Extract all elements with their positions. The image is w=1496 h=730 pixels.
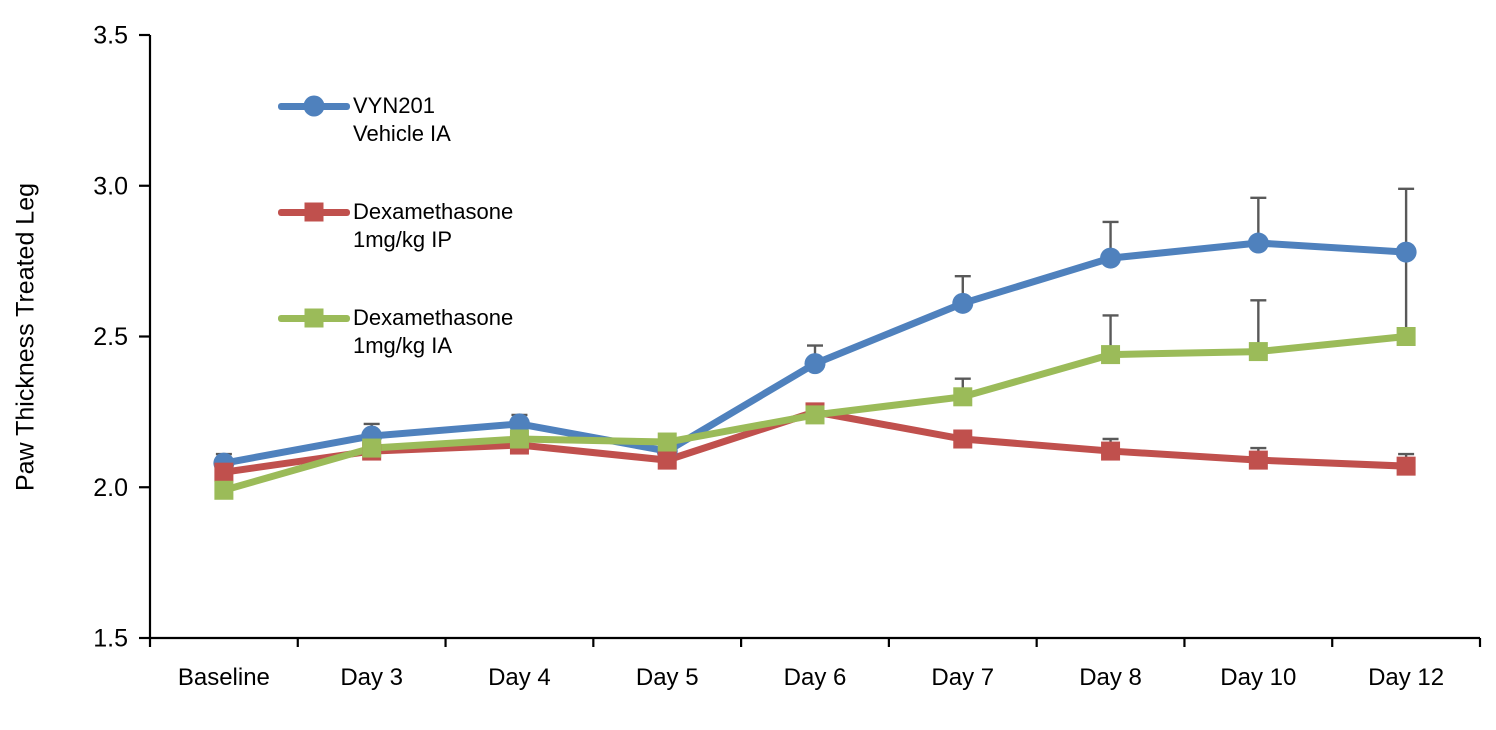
legend-swatch: [278, 92, 350, 120]
data-point-square: [805, 405, 825, 425]
x-tick-label: Day 8: [1079, 664, 1142, 691]
legend-swatch: [278, 198, 350, 226]
data-point-square: [214, 462, 234, 482]
y-tick-label: 2.0: [93, 474, 128, 502]
data-point-square: [953, 429, 973, 449]
data-point-square: [1396, 456, 1416, 476]
x-tick-label: Day 5: [636, 664, 699, 691]
data-point-square: [657, 450, 677, 470]
legend-label-line2: Vehicle IA: [353, 121, 451, 146]
x-tick-label: Day 3: [340, 664, 403, 691]
data-point-square: [1396, 327, 1416, 346]
y-tick-label: 3.5: [93, 22, 128, 50]
legend-label: Dexamethasone 1mg/kg IP: [353, 198, 513, 254]
data-point-circle: [1247, 232, 1269, 254]
legend: VYN201 Vehicle IA Dexamethasone 1mg/kg I…: [278, 92, 513, 410]
data-point-square: [1101, 345, 1121, 365]
legend-label-line2: 1mg/kg IP: [353, 227, 453, 252]
data-point-circle: [1100, 247, 1122, 269]
legend-label-line1: VYN201: [353, 93, 435, 118]
circle-marker-icon: [303, 95, 325, 117]
x-tick-label: Day 7: [931, 664, 994, 691]
legend-entry-dexamethasone-ip: Dexamethasone 1mg/kg IP: [278, 198, 513, 254]
legend-label: VYN201 Vehicle IA: [353, 92, 451, 148]
data-point-square: [1248, 450, 1268, 470]
legend-label-line1: Dexamethasone: [353, 305, 514, 330]
x-tick-label: Day 10: [1220, 664, 1296, 691]
data-point-square: [214, 480, 234, 500]
data-point-square: [362, 438, 382, 458]
legend-entry-dexamethasone-ia: Dexamethasone 1mg/kg IA: [278, 304, 513, 360]
legend-label: Dexamethasone 1mg/kg IA: [353, 304, 513, 360]
data-point-square: [1248, 342, 1268, 362]
legend-entry-vyn201-vehicle-ia: VYN201 Vehicle IA: [278, 92, 513, 148]
data-point-circle: [804, 353, 826, 375]
data-point-square: [509, 429, 529, 449]
legend-label-line2: 1mg/kg IA: [353, 333, 453, 358]
x-tick-label: Day 6: [784, 664, 847, 691]
data-point-circle: [1395, 241, 1417, 263]
y-tick-label: 3.0: [93, 172, 128, 200]
data-point-square: [953, 387, 973, 407]
data-point-circle: [952, 292, 974, 314]
square-marker-icon: [304, 202, 324, 222]
data-point-square: [657, 432, 677, 452]
data-point-circle: [508, 413, 530, 435]
legend-label-line1: Dexamethasone: [353, 199, 514, 224]
x-tick-label: Day 4: [488, 664, 551, 691]
data-point-square: [1101, 441, 1121, 461]
square-marker-icon: [304, 308, 324, 328]
x-tick-label: Day 12: [1368, 664, 1444, 691]
x-tick-label: Baseline: [178, 664, 270, 691]
y-tick-label: 1.5: [93, 625, 128, 653]
y-tick-label: 2.5: [93, 323, 128, 351]
legend-swatch: [278, 304, 350, 332]
y-axis-title: Paw Thickness Treated Leg: [11, 182, 40, 492]
